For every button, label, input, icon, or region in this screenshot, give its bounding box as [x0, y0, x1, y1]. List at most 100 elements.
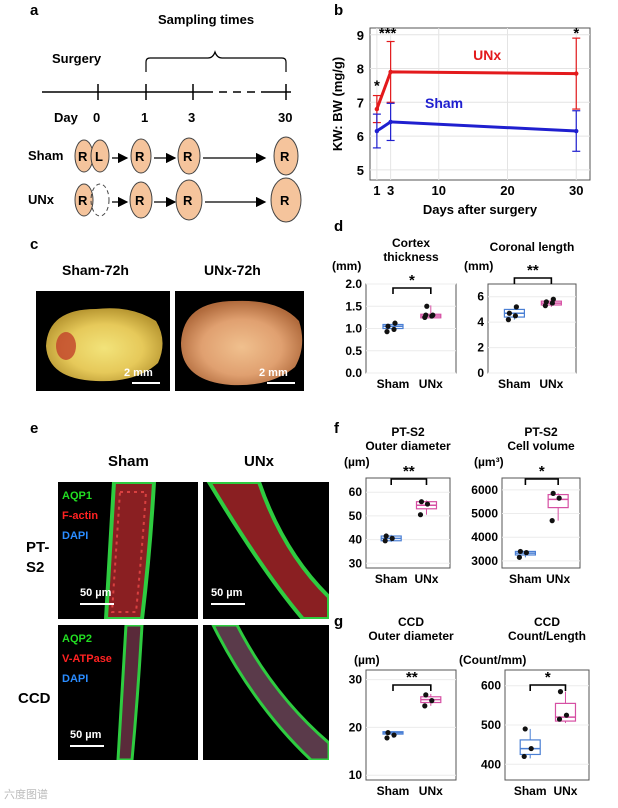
data-point — [388, 119, 393, 125]
unx-kidney-R — [74, 183, 94, 217]
row-pts2-label: PT- S2 — [26, 539, 50, 576]
significance-bracket — [529, 684, 567, 691]
significance-bracket — [390, 478, 428, 485]
unx-removed-kidney — [90, 183, 110, 217]
photo-unx-label: UNx-72h — [204, 262, 261, 278]
image-ccd-sham: AQP2 V-ATPase DAPI 50 µm — [58, 625, 198, 760]
significance-mark: * — [374, 77, 380, 94]
row-ccd-label: CCD — [18, 690, 51, 707]
unx-row-label: UNx — [28, 192, 55, 207]
panel-label-d: d — [334, 218, 344, 235]
photo-sham-label: Sham-72h — [62, 262, 129, 278]
data-point — [512, 313, 518, 319]
sham-kidney-day1 — [130, 138, 152, 174]
data-point — [521, 753, 527, 760]
plot-area — [365, 477, 451, 569]
surgery-label: Surgery — [52, 51, 102, 66]
panel-label-c: c — [30, 236, 39, 253]
unit-label: (mm) — [332, 259, 361, 273]
data-point — [417, 512, 424, 518]
y-tick-label: 6 — [477, 290, 484, 304]
data-point — [418, 499, 425, 505]
chart-title: Cell volume — [507, 439, 575, 453]
data-point — [550, 490, 556, 496]
data-point — [423, 312, 429, 318]
data-point — [384, 735, 390, 741]
svg-text:R: R — [183, 193, 193, 208]
data-point — [384, 329, 390, 335]
box-body — [547, 493, 569, 509]
y-tick-label: 9 — [357, 28, 364, 43]
data-point — [385, 323, 391, 329]
data-point — [424, 501, 431, 507]
significance-mark: ** — [527, 262, 539, 279]
x-tick-label: UNx — [419, 784, 443, 798]
y-tick-label: 2 — [477, 341, 484, 355]
panel-label-f: f — [334, 420, 339, 437]
significance-mark: * — [539, 463, 545, 480]
data-point — [385, 730, 391, 736]
y-tick-label: 600 — [481, 679, 501, 693]
unx-kidney-day1 — [129, 181, 153, 219]
watermark: 六度图谱 — [4, 789, 48, 801]
significance-mark: * — [573, 25, 579, 42]
sham-kidney-day3 — [177, 137, 201, 175]
chart-title: Outer diameter — [365, 439, 451, 453]
y-tick-label: 5 — [357, 163, 364, 178]
significance-bracket — [392, 287, 432, 294]
data-point — [429, 698, 435, 704]
data-point — [574, 71, 579, 76]
data-point — [543, 299, 549, 305]
significance-bracket — [513, 277, 553, 284]
y-tick-label: 5000 — [471, 507, 498, 521]
data-point — [374, 106, 380, 112]
svg-text:R: R — [280, 149, 290, 164]
kidney-photo-sham: 2 mm — [36, 291, 170, 391]
day-3: 3 — [188, 110, 195, 125]
unx-kidney-day30 — [270, 177, 302, 223]
panel-label-a: a — [30, 2, 39, 19]
x-tick-label: UNx — [414, 572, 438, 586]
image-pts2-unx: 50 µm — [203, 482, 329, 619]
y-tick-label: 3000 — [471, 554, 498, 568]
data-point — [556, 716, 563, 722]
data-point — [388, 69, 393, 75]
legend-unx: UNx — [473, 47, 501, 63]
data-point — [549, 518, 555, 524]
x-tick-label: Sham — [375, 572, 408, 586]
x-tick-label: UNx — [539, 377, 563, 391]
svg-text:R: R — [183, 149, 193, 164]
x-tick-label: Sham — [509, 572, 542, 586]
chart-coronal-length: Coronal length (mm) 0 2 4 6 Sham UNx ** — [464, 240, 577, 391]
y-tick-label: 0 — [477, 366, 484, 380]
y-tick-label: 0.5 — [345, 344, 362, 358]
y-tick-label: 30 — [349, 673, 363, 687]
x-tick-label: UNx — [553, 784, 577, 798]
significance-mark: * — [409, 272, 415, 289]
y-tick-label: 1.5 — [345, 299, 362, 313]
svg-text:R: R — [78, 149, 88, 164]
y-tick-label: 10 — [349, 768, 363, 782]
data-point — [430, 312, 436, 318]
panel-label-g: g — [334, 613, 344, 630]
data-point — [505, 317, 511, 323]
x-tick-label: Sham — [377, 784, 410, 798]
day-30: 30 — [278, 110, 292, 125]
y-tick-label: 0.0 — [345, 366, 362, 380]
svg-text:L: L — [95, 149, 103, 164]
data-point — [392, 320, 398, 326]
data-point — [550, 296, 556, 302]
y-tick-label: 400 — [481, 757, 501, 771]
data-point — [563, 712, 570, 718]
data-point — [424, 303, 430, 309]
data-point — [523, 550, 529, 556]
data-point — [556, 495, 562, 501]
scale-50um: 50 µm — [80, 587, 112, 599]
data-point — [423, 692, 429, 698]
data-point — [389, 535, 395, 541]
data-point — [374, 128, 380, 134]
